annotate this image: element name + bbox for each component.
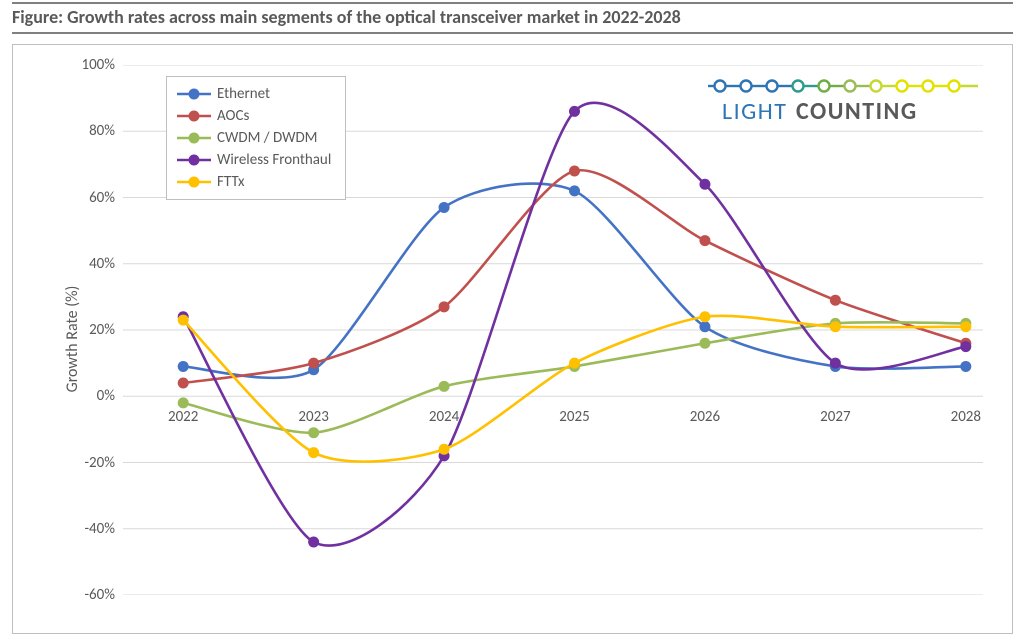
series-marker [830,358,841,369]
series-marker [960,361,971,372]
series-marker [960,341,971,352]
series-marker [308,358,319,369]
legend-swatch [177,175,211,189]
legend-swatch [177,109,211,123]
series-marker [308,447,319,458]
series-marker [439,202,450,213]
legend-item: CWDM / DWDM [177,127,331,149]
series-marker [699,321,710,332]
figure-container: Figure: Growth rates across main segment… [0,0,1025,641]
y-axis-title: Growth Rate (%) [63,286,82,393]
brand-logo: LIGHT COUNTING [708,73,978,129]
series-marker [699,338,710,349]
series-marker [439,301,450,312]
legend-item: Wireless Fronthaul [177,149,331,171]
series-marker [178,315,189,326]
series-marker [699,311,710,322]
y-tick-label: -40% [84,520,123,538]
y-tick-label: 40% [89,255,123,273]
y-tick-label: -60% [84,586,123,604]
svg-text:LIGHT: LIGHT [722,97,787,126]
series-marker [439,444,450,455]
series-line [183,170,966,383]
legend-swatch [177,87,211,101]
series-line [183,184,966,378]
figure-title: Figure: Growth rates across main segment… [12,6,1013,28]
series-marker [308,537,319,548]
legend-label: FTTx [217,171,245,193]
x-tick-label: 2025 [559,402,589,426]
legend-label: CWDM / DWDM [217,127,318,149]
series-marker [308,427,319,438]
legend-label: Ethernet [217,83,270,105]
y-tick-label: -20% [84,454,123,472]
y-tick-label: 20% [89,321,123,339]
series-marker [178,361,189,372]
y-tick-label: 0% [97,387,123,405]
legend-item: FTTx [177,171,331,193]
x-tick-label: 2024 [429,402,459,426]
series-marker [569,358,580,369]
x-tick-label: 2026 [690,402,720,426]
x-tick-label: 2028 [951,402,981,426]
x-tick-label: 2023 [298,402,328,426]
svg-text:COUNTING: COUNTING [796,97,918,126]
y-tick-label: 80% [89,122,123,140]
plot-area: -60%-40%-20%0%20%40%60%80%100%2022202320… [123,65,983,595]
title-band: Figure: Growth rates across main segment… [12,2,1013,34]
legend-swatch [177,153,211,167]
legend-item: Ethernet [177,83,331,105]
series-marker [830,295,841,306]
legend-label: AOCs [217,105,249,127]
series-marker [178,378,189,389]
legend-item: AOCs [177,105,331,127]
chart-area: Growth Rate (%) -60% -40% -20% 0% 20% 40% 60% 8… [12,44,1013,634]
series-marker [439,381,450,392]
legend-label: Wireless Fronthaul [217,149,331,171]
series-marker [569,185,580,196]
x-tick-label: 2027 [820,402,850,426]
x-tick-label: 2022 [168,402,198,426]
series-marker [699,179,710,190]
legend: EthernetAOCsCWDM / DWDMWireless Fronthau… [166,76,346,200]
series-marker [569,106,580,117]
series-marker [960,321,971,332]
series-line [183,316,966,462]
series-marker [569,166,580,177]
legend-swatch [177,131,211,145]
y-tick-label: 100% [81,56,123,74]
series-marker [699,235,710,246]
y-tick-label: 60% [89,189,123,207]
series-marker [830,321,841,332]
